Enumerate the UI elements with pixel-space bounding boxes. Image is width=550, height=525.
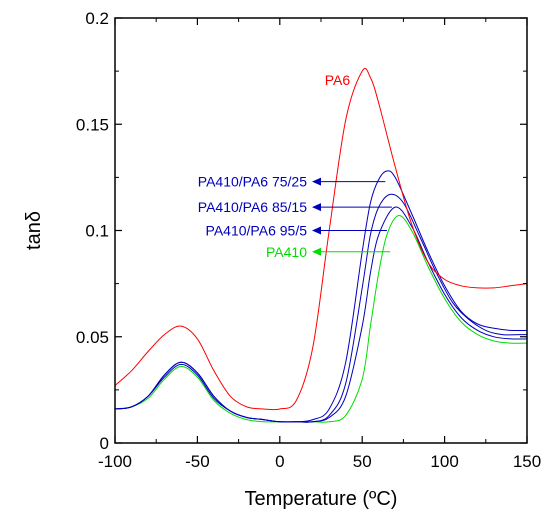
annotation-layer: PA6 PA410/PA6 75/25 PA410/PA6 85/15 PA410/P… <box>198 72 392 260</box>
annotation-arrow-head <box>312 203 321 212</box>
series-line-pa410 <box>115 215 527 423</box>
y-tick-label: 0 <box>100 434 109 453</box>
annotation-label: PA410 <box>266 244 307 260</box>
series-layer <box>115 67 527 423</box>
y-tick-label: 0.1 <box>85 222 109 241</box>
y-tick-label: 0.15 <box>76 115 109 134</box>
y-tick-label: 0.05 <box>76 328 109 347</box>
y-axis-label: tanδ <box>23 211 45 250</box>
series-line-pa6 <box>115 67 527 411</box>
annotation-pa6: PA6 <box>325 72 351 88</box>
x-tick-label: 50 <box>353 452 372 471</box>
annotation-arrow-head <box>312 177 321 186</box>
x-tick-label: 0 <box>275 452 284 471</box>
series-line-pa410-pa6-75-25 <box>115 170 527 423</box>
x-tick-label: -100 <box>98 452 132 471</box>
x-tick-label: -50 <box>185 452 210 471</box>
x-tick-label: 150 <box>513 452 541 471</box>
x-tick-label: 100 <box>430 452 458 471</box>
x-axis-label: Temperature (ºC) <box>245 488 398 510</box>
annotation-label: PA410/PA6 75/25 <box>198 174 307 190</box>
annotation-label: PA410/PA6 95/5 <box>206 223 308 239</box>
annotation-label: PA410/PA6 85/15 <box>198 199 307 215</box>
annotation-arrow-head <box>312 226 321 235</box>
ticks-layer: -100 -50 0 50 100 150 0 0.05 0.1 0.15 0.2 <box>76 9 541 471</box>
annotation-arrow-head <box>312 247 321 256</box>
y-tick-label: 0.2 <box>85 9 109 28</box>
series-line-pa410-pa6-95-5 <box>115 206 527 423</box>
